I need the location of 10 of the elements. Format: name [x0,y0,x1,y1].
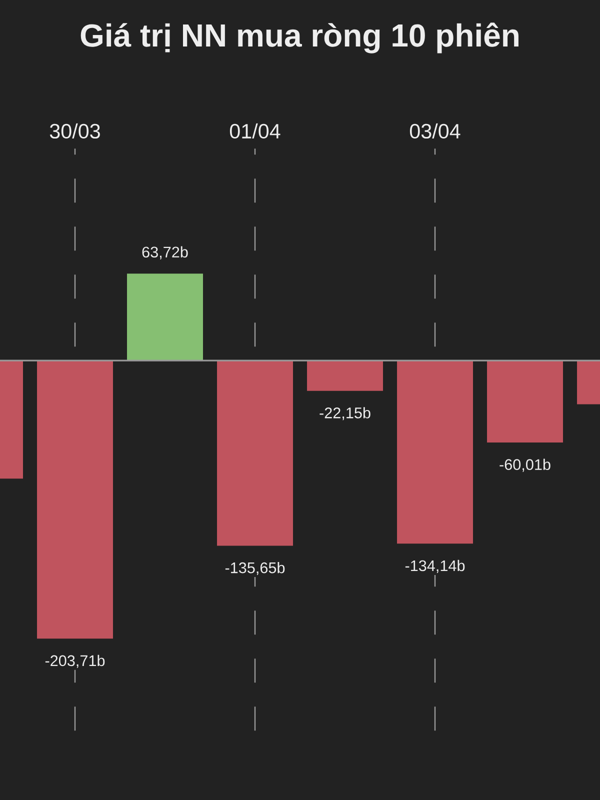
x-tick-label: 03/04 [410,123,460,139]
data-label: -134,14b [405,560,465,573]
x-tick-label: 01/04 [230,123,280,139]
data-label: -22,15b [320,407,370,420]
data-label: -60,01b [500,458,550,472]
x-tick-label: 30/03 [50,123,100,139]
chart-title: Giá trị NN mua ròng 10 phiên [80,22,518,54]
data-label: -135,65b [225,562,285,576]
data-label: 63,72b [142,246,188,260]
data-label: -203,71b [45,654,105,668]
